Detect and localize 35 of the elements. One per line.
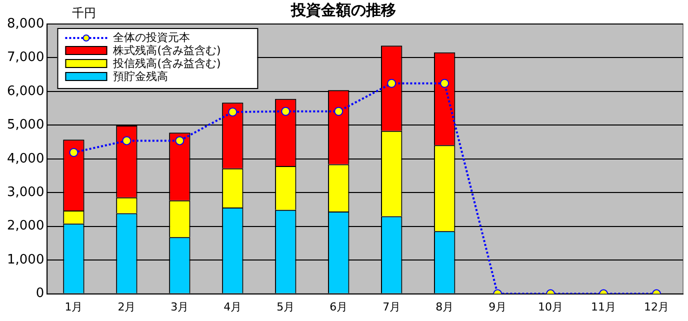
point xyxy=(122,136,132,146)
point xyxy=(334,106,344,116)
y-tick-label: 8,000 xyxy=(7,16,44,32)
legend-label: 株式残高(含み益含む) xyxy=(112,44,221,57)
x-tick-label: 7月 xyxy=(382,300,401,314)
y-tick-label: 0 xyxy=(36,286,44,302)
y-tick-label: 6,000 xyxy=(7,84,44,99)
y-tick-label: 2,000 xyxy=(7,218,44,234)
x-tick-label: 6月 xyxy=(330,300,348,314)
y-tick-label: 5,000 xyxy=(7,118,44,133)
x-tick-label: 3月 xyxy=(170,300,189,314)
point xyxy=(228,108,238,117)
y-tick-label: 3,000 xyxy=(7,185,44,200)
x-tick-label: 10月 xyxy=(538,300,564,314)
x-tick-label: 1月 xyxy=(64,300,83,314)
y-tick-label: 4,000 xyxy=(7,151,44,166)
y-axis-title: 千円 xyxy=(72,6,96,20)
legend-label: 全体の投資元本 xyxy=(113,30,190,44)
x-tick-label: 5月 xyxy=(276,300,295,314)
point xyxy=(440,78,450,88)
point xyxy=(175,136,184,146)
y-tick-label: 1,000 xyxy=(7,252,44,268)
x-tick-label: 8月 xyxy=(436,300,454,314)
y-tick-label: 7,000 xyxy=(7,50,44,66)
legend-label: 預貯金残高 xyxy=(113,70,168,83)
x-tick-label: 12月 xyxy=(644,300,670,314)
x-tick-label: 4月 xyxy=(224,300,242,314)
chart-title: 投資金額の推移 xyxy=(290,0,396,19)
x-tick-label: 11月 xyxy=(591,300,616,314)
x-tick-label: 2月 xyxy=(118,300,136,314)
point xyxy=(387,78,396,88)
point xyxy=(281,106,290,116)
x-tick-label: 9月 xyxy=(488,300,507,314)
legend-label: 投信残高(含み益含む) xyxy=(112,56,221,70)
point xyxy=(69,148,78,157)
